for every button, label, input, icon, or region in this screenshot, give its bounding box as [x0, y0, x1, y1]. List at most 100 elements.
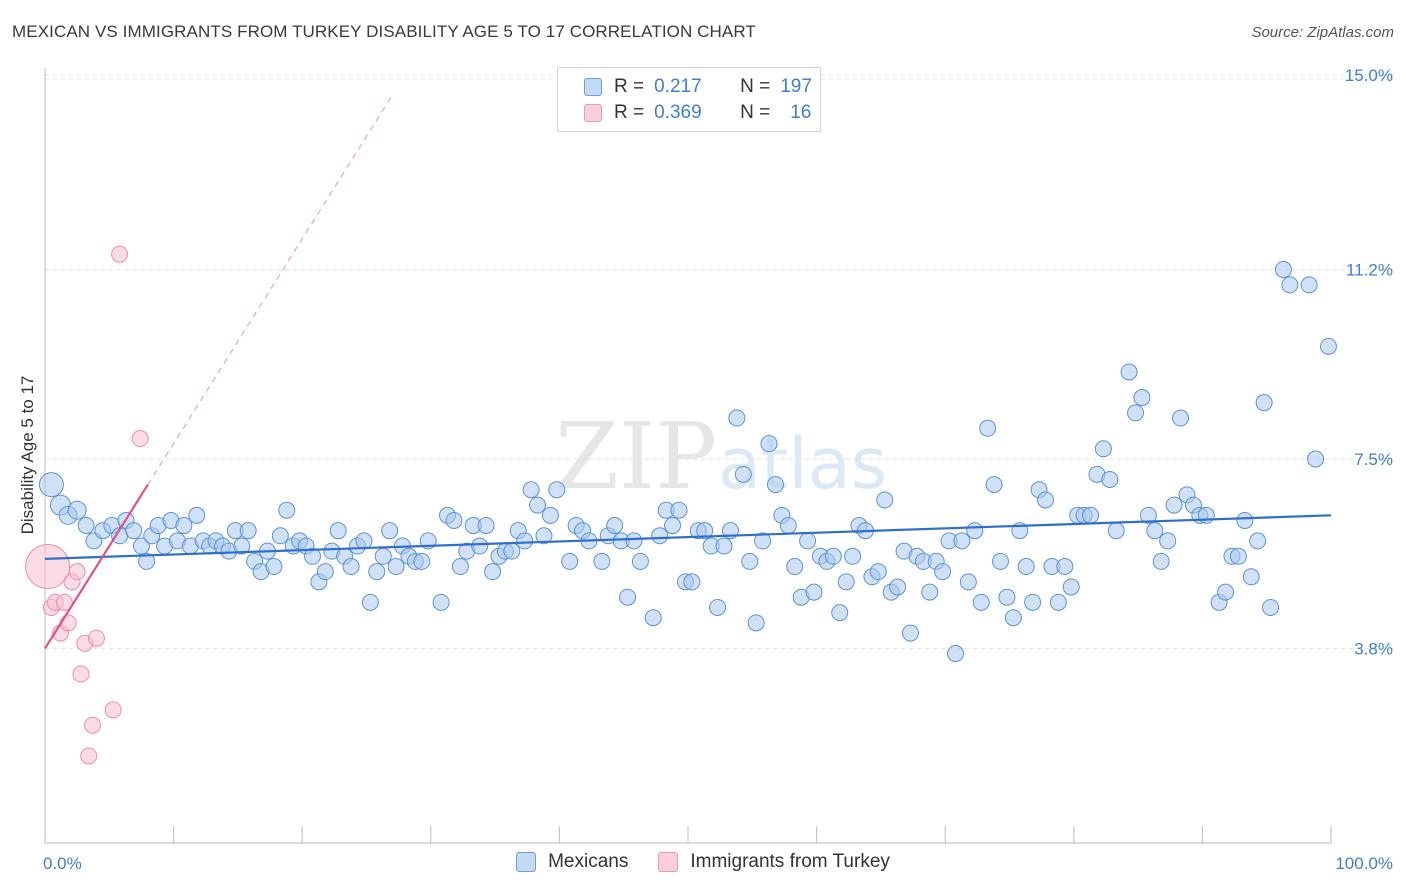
y-axis-label: Disability Age 5 to 17 [18, 376, 37, 535]
point-mexicans [709, 598, 727, 616]
point-mexicans [837, 573, 855, 591]
point-mexicans [381, 522, 399, 540]
correlation-legend: R = 0.217 N = 197 R = 0.369 N = 16 [557, 67, 821, 132]
point-mexicans [188, 506, 206, 524]
series-legend: Mexicans Immigrants from Turkey [0, 851, 1406, 873]
point-mexicans [303, 547, 321, 565]
point-mexicans [889, 578, 907, 596]
point-mexicans [516, 532, 534, 550]
x-tick-labels: 0.0% 100.0% [43, 854, 1393, 873]
point-mexicans [1262, 598, 1280, 616]
legend-swatch-blue [584, 78, 602, 96]
legend-label-turkey: Immigrants from Turkey [690, 851, 890, 872]
point-mexicans [1159, 532, 1177, 550]
point-mexicans [541, 506, 559, 524]
point-mexicans [1146, 522, 1164, 540]
point-mexicans [670, 501, 688, 519]
point-mexicans [869, 563, 887, 581]
point-mexicans [844, 547, 862, 565]
point-mexicans [1127, 404, 1145, 422]
point-mexicans [779, 517, 797, 535]
point-mexicans [239, 522, 257, 540]
point-mexicans [1120, 363, 1138, 381]
point-mexicans [959, 573, 977, 591]
point-mexicans [432, 593, 450, 611]
point-mexicans [445, 511, 463, 529]
legend-row-mexicans: R = 0.217 N = 197 [584, 75, 812, 99]
point-mexicans [1319, 337, 1337, 355]
point-mexicans [1165, 496, 1183, 514]
point-mexicans [368, 563, 386, 581]
point-mexicans [786, 558, 804, 576]
point-immigrants-from-turkey [25, 544, 71, 590]
legend-n-label: N = [740, 76, 771, 97]
data-points [25, 245, 1337, 765]
point-mexicans [477, 517, 495, 535]
point-mexicans [67, 500, 87, 520]
point-mexicans [1049, 593, 1067, 611]
point-mexicans [374, 547, 392, 565]
point-mexicans [1255, 394, 1273, 412]
point-mexicans [1062, 578, 1080, 596]
legend-row-turkey: R = 0.369 N = 16 [584, 101, 811, 125]
point-mexicans [278, 501, 296, 519]
point-immigrants-from-turkey [55, 593, 73, 611]
point-mexicans [966, 522, 984, 540]
point-mexicans [754, 532, 772, 550]
legend-r-value: 0.369 [654, 102, 702, 123]
point-mexicans [1094, 440, 1112, 458]
legend-label-mexicans: Mexicans [548, 851, 629, 872]
point-mexicans [1139, 506, 1157, 524]
point-immigrants-from-turkey [59, 614, 77, 632]
chart-title: MEXICAN VS IMMIGRANTS FROM TURKEY DISABI… [12, 22, 756, 41]
x-tick-label: 0.0% [43, 854, 82, 873]
point-mexicans [606, 517, 624, 535]
point-mexicans [1133, 389, 1151, 407]
point-immigrants-from-turkey [80, 747, 98, 765]
point-mexicans [1037, 491, 1055, 509]
legend-r-label: R = [614, 76, 645, 97]
point-mexicans [799, 532, 817, 550]
point-mexicans [1172, 409, 1190, 427]
point-mexicans [901, 624, 919, 642]
point-mexicans [760, 435, 778, 453]
point-mexicans [561, 552, 579, 570]
point-mexicans [593, 552, 611, 570]
point-mexicans [824, 547, 842, 565]
point-mexicans [998, 588, 1016, 606]
point-mexicans [1249, 532, 1267, 550]
point-mexicans [921, 583, 939, 601]
point-mexicans [125, 522, 143, 540]
point-mexicans [1281, 276, 1299, 294]
point-mexicans [132, 537, 150, 555]
point-mexicans [683, 573, 701, 591]
point-mexicans [175, 517, 193, 535]
point-mexicans [342, 558, 360, 576]
point-mexicans [484, 563, 502, 581]
point-mexicans [233, 537, 251, 555]
point-mexicans [1024, 593, 1042, 611]
legend-swatch-pink [584, 104, 602, 122]
point-mexicans [138, 552, 156, 570]
source-label: Source: ZipAtlas.com [1251, 24, 1394, 41]
point-mexicans [934, 563, 952, 581]
point-mexicans [715, 537, 733, 555]
point-mexicans [548, 481, 566, 499]
y-tick-labels: 3.8% 7.5% 11.2% 15.0% [1345, 66, 1393, 658]
legend-item-turkey: Immigrants from Turkey [658, 851, 890, 873]
point-mexicans [271, 527, 289, 545]
point-mexicans [38, 472, 64, 498]
point-mexicans [265, 558, 283, 576]
point-mexicans [1017, 558, 1035, 576]
point-immigrants-from-turkey [87, 629, 105, 647]
axes [44, 68, 1332, 844]
point-mexicans [1307, 450, 1325, 468]
watermark-atlas: atlas [718, 423, 887, 505]
point-immigrants-from-turkey [84, 716, 102, 734]
legend-swatch-blue [516, 852, 537, 872]
point-mexicans [619, 588, 637, 606]
point-immigrants-from-turkey [72, 665, 90, 683]
point-mexicans [831, 604, 849, 622]
point-mexicans [316, 563, 334, 581]
point-mexicans [946, 645, 964, 663]
